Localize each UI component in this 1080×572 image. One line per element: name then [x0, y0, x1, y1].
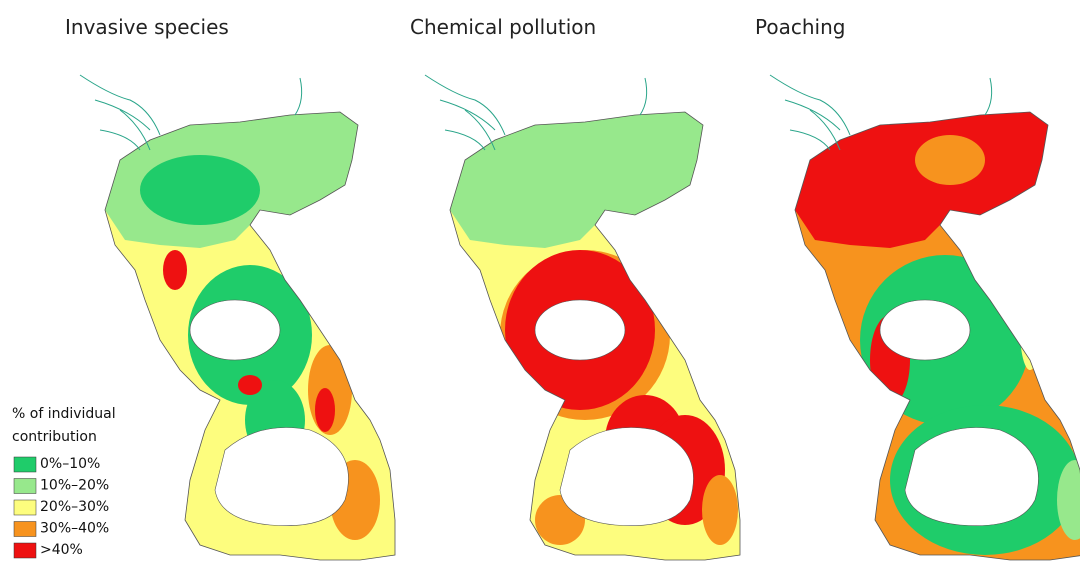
river — [445, 130, 485, 150]
legend-swatch — [14, 522, 36, 537]
river — [985, 78, 992, 115]
river — [95, 100, 150, 130]
map-panel: Invasive species — [65, 15, 395, 560]
river — [425, 75, 505, 135]
zone — [140, 155, 260, 225]
legend-swatch — [14, 479, 36, 494]
zone — [702, 475, 738, 545]
legend-swatch — [14, 457, 36, 472]
legend-label: >40% — [40, 542, 83, 558]
river — [295, 78, 302, 115]
island — [560, 428, 693, 526]
zone — [795, 112, 1048, 248]
legend-title: contribution — [12, 429, 97, 445]
map-panel: Poaching — [755, 15, 1080, 560]
island — [215, 428, 348, 526]
river — [440, 100, 495, 130]
legend-label: 10%–20% — [40, 478, 109, 494]
island — [880, 300, 970, 360]
island — [190, 300, 280, 360]
zone — [1020, 290, 1040, 370]
legend-swatch — [14, 500, 36, 515]
figure: % of individual contribution Invasive sp… — [0, 0, 1080, 572]
zone — [915, 135, 985, 185]
legend-title: % of individual — [12, 406, 116, 422]
island — [535, 300, 625, 360]
river — [80, 75, 160, 135]
zone — [315, 388, 335, 432]
legend-label: 20%–30% — [40, 499, 109, 515]
river — [640, 78, 647, 115]
river — [790, 130, 830, 150]
legend-label: 0%–10% — [40, 456, 100, 472]
panel-title: Invasive species — [65, 15, 229, 39]
zone — [163, 250, 187, 290]
river — [785, 100, 840, 130]
panel-title: Chemical pollution — [410, 15, 596, 39]
river — [770, 75, 850, 135]
zone — [238, 375, 262, 395]
map-panel: Chemical pollution — [410, 15, 740, 560]
river — [100, 130, 140, 150]
island — [905, 428, 1038, 526]
panel-title: Poaching — [755, 15, 845, 39]
legend-swatch — [14, 543, 36, 558]
legend-label: 30%–40% — [40, 521, 109, 537]
zone — [450, 112, 703, 248]
